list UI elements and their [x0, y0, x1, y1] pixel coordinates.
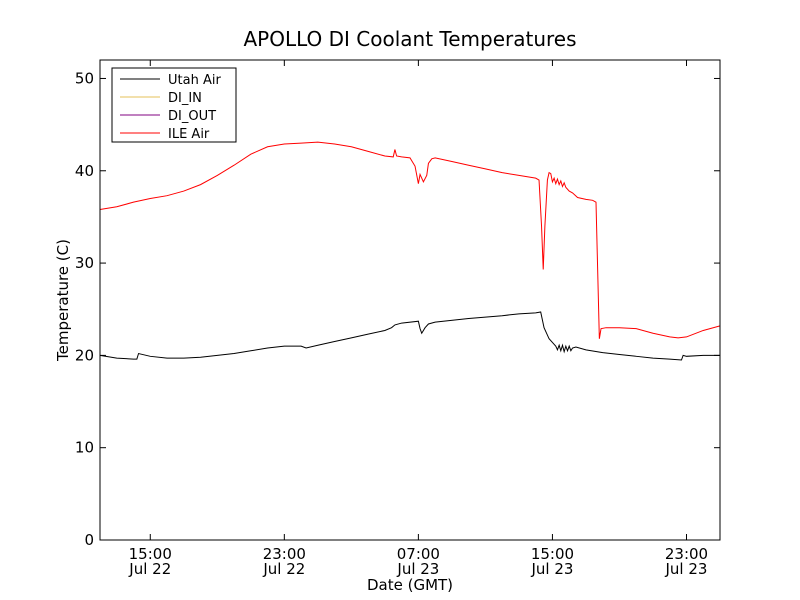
x-tick-label-time: 15:00 [129, 545, 172, 563]
y-tick-label: 40 [75, 162, 94, 180]
y-tick-label: 30 [75, 254, 94, 272]
x-tick-label-time: 07:00 [397, 545, 440, 563]
legend: Utah Air DI_IN DI_OUT ILE Air [111, 67, 237, 143]
y-axis: 0 10 20 30 40 50 [75, 69, 720, 549]
y-tick-label: 10 [75, 439, 94, 457]
legend-label: DI_OUT [168, 109, 216, 124]
series-line-ile-air [99, 141, 721, 339]
legend-box [111, 67, 237, 143]
y-tick-label: 20 [75, 346, 94, 364]
plot-frame [99, 59, 721, 541]
series-layer [99, 141, 721, 361]
x-axis-label: Date (GMT) [367, 576, 453, 594]
x-tick-label-time: 15:00 [531, 545, 574, 563]
chart-title: APOLLO DI Coolant Temperatures [243, 27, 576, 51]
series-line-utah-air [99, 311, 720, 361]
x-tick-label-date: Jul 22 [128, 560, 171, 578]
x-tick-label-date: Jul 23 [396, 560, 439, 578]
x-tick-label-time: 23:00 [665, 545, 708, 563]
y-axis-label: Temperature (C) [54, 239, 72, 362]
x-tick-label-time: 23:00 [263, 545, 306, 563]
y-tick-label: 50 [75, 69, 94, 87]
legend-label: DI_IN [168, 91, 202, 106]
x-tick-label-date: Jul 23 [665, 560, 708, 578]
x-tick-label-date: Jul 22 [262, 560, 305, 578]
legend-label: Utah Air [168, 73, 221, 88]
x-tick-label-date: Jul 23 [530, 560, 573, 578]
y-tick-label: 0 [84, 531, 94, 549]
legend-label: ILE Air [168, 127, 210, 142]
